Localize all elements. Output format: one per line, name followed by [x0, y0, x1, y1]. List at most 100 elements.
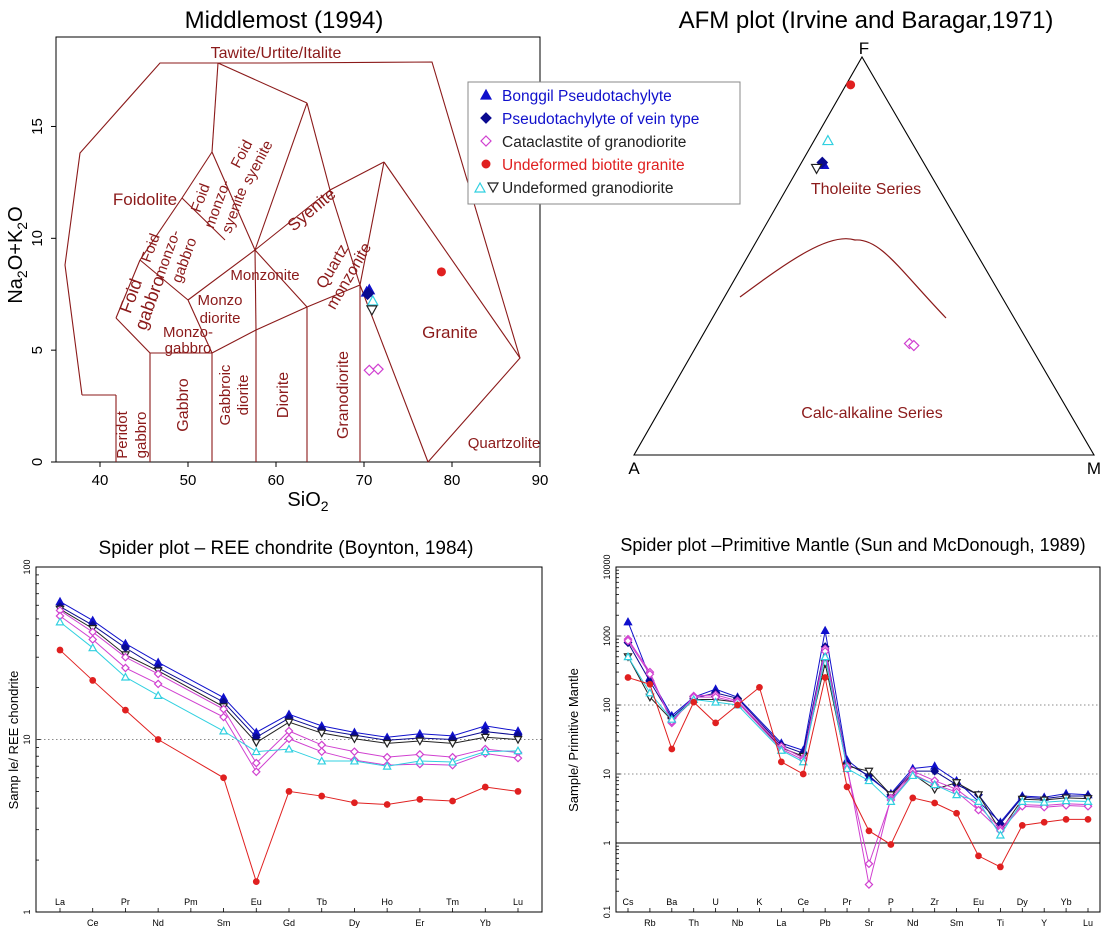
pm-axes: 0.1 1 10 100 1000 10000 Cs Rb Ba Th U Nb K La Ce Pb Pr Sr…	[602, 554, 1100, 928]
tas-y-tick-label: 5	[29, 346, 46, 354]
pm-series-point	[1083, 801, 1093, 811]
pm-y-tick-label: 0.1	[602, 906, 612, 919]
tas-label-foid-monzosyenite: Foid monzo- syenite	[188, 178, 251, 236]
pm-y-tick-label-group: 10	[602, 769, 612, 779]
ree-series-point	[349, 747, 359, 757]
tas-label-monzonite: Monzonite	[230, 267, 299, 284]
svg-text:Gabbroic: Gabbroic	[217, 364, 234, 425]
legend-marker-granodiorite-cyan	[473, 181, 487, 193]
ree-x-tick-label: Ce	[87, 918, 99, 928]
tas-x-tick-label: 60	[268, 472, 285, 489]
ree-axes: 1 10 100 La Ce Pr Nd Pm Sm Eu Gd Tb Dy Ho Er Tm Yb Lu	[22, 559, 542, 928]
legend-label-cataclastite: Cataclastite of granodiorite	[502, 134, 686, 151]
afm-point	[846, 80, 856, 90]
tas-label-gabbro: Gabbro	[175, 378, 192, 431]
tas-point	[362, 287, 375, 299]
pm-series-point	[645, 669, 655, 679]
ree-series-line	[59, 610, 519, 764]
pm-series-point	[865, 827, 873, 835]
ree-series-point	[449, 797, 456, 805]
pm-series-point	[997, 863, 1004, 871]
ree-series-point	[513, 753, 523, 763]
pm-spider-plot: Spider plot –Primitive Mantle (Sun and M…	[566, 535, 1101, 928]
ree-series-point	[382, 752, 392, 762]
pm-y-tick-label-group: 10000	[602, 554, 612, 579]
pm-x-tick-label: Ti	[997, 918, 1004, 928]
ree-series-line	[59, 606, 519, 741]
ree-y-tick-label-group: 10	[22, 734, 32, 744]
tas-label-tawite: Tawite/Urtite/Italite	[211, 45, 342, 62]
tas-boundary	[329, 189, 361, 286]
afm-point	[821, 134, 834, 146]
pm-series-line	[627, 638, 1089, 885]
tas-boundary	[383, 161, 521, 359]
ree-series-point	[251, 758, 261, 768]
ree-x-tick-label: Tm	[446, 897, 459, 907]
afm-label-tholeiite: Tholeiite Series	[811, 181, 921, 198]
ree-series-point	[120, 652, 130, 662]
ree-y-tick-label: 10	[22, 734, 32, 744]
tas-label-monzogabbro-2: gabbro	[165, 340, 212, 357]
ree-x-tick-label: Lu	[513, 897, 523, 907]
pm-x-tick-label: Eu	[973, 897, 984, 907]
tas-boundary	[115, 259, 141, 319]
ree-x-tick-label: Er	[415, 918, 424, 928]
tas-x-tick-label: 40	[92, 472, 109, 489]
pm-series-point	[908, 770, 918, 780]
pm-y-tick-label: 10	[602, 769, 612, 779]
ree-series-point	[153, 679, 163, 689]
tas-point	[363, 364, 376, 377]
tas-label-gabbroic-diorite: Gabbroic diorite	[217, 364, 252, 425]
tas-label-foid-monzogabbro: Foid monzo- gabbro	[138, 228, 201, 285]
pm-series-point	[1083, 796, 1093, 805]
svg-text:gabbro: gabbro	[133, 412, 150, 459]
tas-y-tick-label-group: 0	[29, 458, 46, 466]
pm-x-tick-label: Nb	[732, 918, 744, 928]
ree-series-point	[252, 878, 260, 886]
pm-series-point	[1017, 796, 1027, 805]
tas-boundary	[187, 249, 256, 301]
tas-boundary	[211, 62, 219, 153]
ree-series-point	[480, 746, 490, 756]
tas-y-tick-label: 0	[29, 458, 46, 466]
tas-label-quartz-monzonite: Quartz monzonite	[314, 240, 376, 313]
pm-x-tick-label: P	[888, 897, 894, 907]
pm-series-line	[627, 621, 1089, 823]
pm-series-point	[799, 770, 807, 778]
tas-label-peridot-gabbro: Peridot gabbro	[114, 410, 150, 458]
tas-boundary	[139, 197, 183, 261]
tas-y-tick-label-group: 15	[29, 118, 46, 135]
tas-boundary	[329, 161, 385, 191]
ree-x-tick-label: Eu	[251, 897, 262, 907]
svg-text:Sample/ Primitive Mantle: Sample/ Primitive Mantle	[566, 668, 581, 812]
legend: Bonggil Pseudotachylyte Pseudotachylyte …	[467, 81, 741, 205]
tas-y-axis-label: Na2O+K2O	[5, 206, 30, 303]
legend-label-granodiorite: Undeformed granodiorite	[502, 180, 673, 197]
tas-boundary	[211, 151, 256, 251]
pm-series-point	[951, 789, 962, 799]
pm-series-point	[886, 796, 896, 805]
tas-x-tick-label: 70	[356, 472, 373, 489]
legend-markers	[473, 88, 500, 194]
tas-label-monzodiorite-1: Monzo	[197, 292, 242, 309]
pm-x-tick-label: Sm	[950, 918, 964, 928]
pm-series-point	[864, 880, 874, 889]
afm-label-calc-alkaline: Calc-alkaline Series	[801, 405, 942, 422]
ree-x-tick-label: Nd	[152, 918, 164, 928]
pm-x-tick-label: Cs	[623, 897, 634, 907]
legend-label-vein: Pseudotachylyte of vein type	[502, 111, 699, 128]
pm-series-point	[951, 779, 962, 788]
pm-series-point	[734, 701, 741, 709]
ree-x-tick-label: Sm	[217, 918, 231, 928]
pm-series-point	[864, 767, 874, 776]
ree-x-tick-label: Pm	[184, 897, 198, 907]
pm-x-tick-label: Pr	[843, 897, 852, 907]
ree-series-line	[59, 601, 519, 738]
tas-boundary	[187, 299, 213, 354]
ree-series-point	[447, 739, 458, 749]
ree-series-point	[382, 761, 392, 770]
ree-series-point	[382, 739, 392, 749]
ree-series-point	[481, 783, 489, 791]
ree-series-point	[219, 712, 229, 722]
pm-series-point	[712, 719, 719, 727]
